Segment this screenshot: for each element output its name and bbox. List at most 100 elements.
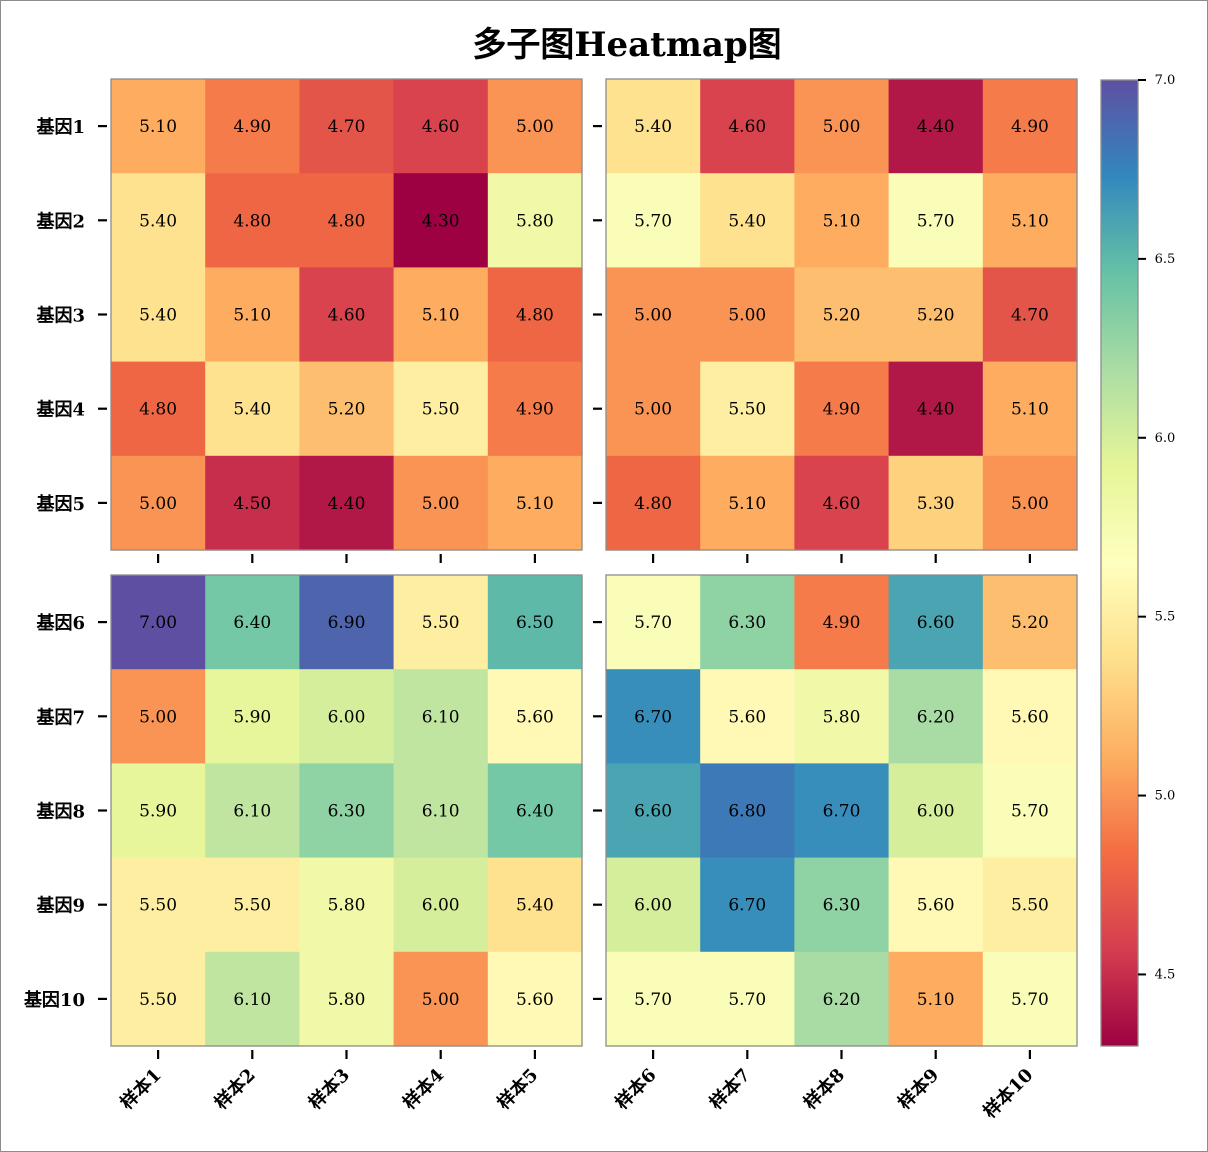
cell-value-label: 4.80 bbox=[328, 211, 366, 231]
cell-value-label: 5.30 bbox=[917, 494, 955, 514]
heatmap-cell bbox=[111, 951, 206, 1047]
cell-value-label: 6.10 bbox=[233, 802, 271, 822]
cell-value-label: 5.70 bbox=[1011, 990, 1049, 1010]
heatmap-cell bbox=[111, 669, 206, 764]
cell-value-label: 6.70 bbox=[634, 707, 672, 727]
cell-value-label: 5.20 bbox=[823, 306, 861, 326]
heatmap-cell bbox=[487, 575, 583, 670]
cell-value-label: 5.70 bbox=[634, 613, 672, 633]
x-tick-label: 样本1 bbox=[116, 1064, 166, 1114]
heatmap-cell bbox=[982, 79, 1078, 174]
cell-value-label: 4.80 bbox=[233, 211, 271, 231]
heatmap-cell bbox=[794, 575, 890, 670]
cell-value-label: 6.10 bbox=[422, 802, 460, 822]
heatmap-cell bbox=[794, 173, 890, 268]
heatmap-cell bbox=[393, 361, 489, 457]
heatmap-cell bbox=[205, 79, 300, 174]
cell-value-label: 5.40 bbox=[139, 211, 177, 231]
y-tick-label: 基因3 bbox=[35, 305, 85, 327]
heatmap-cell bbox=[205, 173, 300, 268]
x-tick-label: 样本4 bbox=[398, 1064, 448, 1114]
subplot-1-2: 5.40 4.60 5.00 4.40 4.90 5.70 5.40 5.10 5.70 5.10… bbox=[593, 78, 1078, 563]
cell-value-label: 4.90 bbox=[823, 613, 861, 633]
heatmap-cell bbox=[794, 669, 890, 764]
cell-value-label: 6.00 bbox=[328, 707, 366, 727]
heatmap-cell bbox=[794, 267, 890, 363]
cell-value-label: 5.00 bbox=[1011, 494, 1049, 514]
cell-value-label: 6.00 bbox=[917, 802, 955, 822]
cell-value-label: 5.00 bbox=[728, 306, 766, 326]
x-tick-label: 样本8 bbox=[799, 1064, 849, 1114]
cell-value-label: 5.10 bbox=[823, 211, 861, 231]
cell-value-label: 5.60 bbox=[516, 707, 554, 727]
cell-value-label: 5.40 bbox=[139, 306, 177, 326]
cell-value-label: 4.60 bbox=[422, 117, 460, 137]
x-tick-label: 样本2 bbox=[210, 1064, 260, 1114]
colorbar-gradient bbox=[1100, 79, 1139, 1047]
subplot-2-2: 5.70 6.30 4.90 6.60 5.20 6.70 5.60 5.80 6.20 5.60… bbox=[593, 574, 1078, 1123]
cell-value-label: 5.50 bbox=[1011, 896, 1049, 916]
heatmap-cell bbox=[111, 267, 206, 363]
heatmap-cell bbox=[606, 951, 701, 1047]
cell-value-label: 6.20 bbox=[823, 990, 861, 1010]
heatmap-cell bbox=[794, 455, 890, 551]
x-tick-label: 样本9 bbox=[893, 1064, 943, 1114]
heatmap-cell bbox=[888, 455, 984, 551]
cell-value-label: 4.60 bbox=[328, 306, 366, 326]
subplot-border bbox=[110, 78, 583, 551]
heatmap-cell bbox=[700, 455, 795, 551]
heatmap-cell bbox=[700, 575, 795, 670]
cell-value-label: 4.40 bbox=[328, 494, 366, 514]
heatmap-cell bbox=[487, 857, 583, 953]
heatmap-cell bbox=[299, 173, 395, 268]
colorbar-tick-label: 5.0 bbox=[1155, 789, 1176, 804]
heatmap-cell bbox=[487, 763, 583, 859]
subplot-border bbox=[605, 78, 1078, 551]
heatmap-cell bbox=[205, 575, 300, 670]
cell-value-label: 5.00 bbox=[139, 707, 177, 727]
heatmap-cell bbox=[111, 79, 206, 174]
heatmap-cell bbox=[794, 79, 890, 174]
cell-value-label: 5.50 bbox=[139, 990, 177, 1010]
cell-value-label: 5.10 bbox=[422, 306, 460, 326]
heatmap-cell bbox=[606, 669, 701, 764]
cell-value-label: 5.50 bbox=[139, 896, 177, 916]
heatmap-cell bbox=[794, 857, 890, 953]
heatmap-cell bbox=[982, 173, 1078, 268]
heatmap-cell bbox=[888, 763, 984, 859]
cell-value-label: 4.60 bbox=[823, 494, 861, 514]
heatmap-cell bbox=[700, 669, 795, 764]
subplot-border bbox=[110, 574, 583, 1047]
cell-value-label: 5.20 bbox=[917, 306, 955, 326]
y-tick-label: 基因9 bbox=[35, 895, 85, 917]
heatmap-cell bbox=[111, 361, 206, 457]
heatmap-cell bbox=[393, 951, 489, 1047]
cell-value-label: 6.70 bbox=[728, 896, 766, 916]
heatmap-cell bbox=[393, 763, 489, 859]
heatmap-cell bbox=[982, 455, 1078, 551]
colorbar-tick-label: 5.5 bbox=[1155, 610, 1176, 625]
heatmap-cell bbox=[794, 361, 890, 457]
heatmap-cell bbox=[606, 267, 701, 363]
cell-value-label: 5.00 bbox=[422, 494, 460, 514]
heatmap-cell bbox=[982, 575, 1078, 670]
cell-value-label: 4.90 bbox=[823, 400, 861, 420]
cell-value-label: 5.00 bbox=[823, 117, 861, 137]
heatmap-cell bbox=[487, 455, 583, 551]
heatmap-cell bbox=[700, 79, 795, 174]
cell-value-label: 5.00 bbox=[516, 117, 554, 137]
y-tick-label: 基因8 bbox=[35, 801, 85, 823]
heatmap-cell bbox=[393, 267, 489, 363]
heatmap-cell bbox=[487, 951, 583, 1047]
heatmap-cell bbox=[982, 951, 1078, 1047]
heatmap-cell bbox=[393, 79, 489, 174]
heatmap-cell bbox=[111, 857, 206, 953]
heatmap-cell bbox=[888, 669, 984, 764]
y-tick-label: 基因1 bbox=[35, 116, 85, 138]
heatmap-cell bbox=[299, 857, 395, 953]
cell-value-label: 5.40 bbox=[516, 896, 554, 916]
y-tick-label: 基因6 bbox=[35, 612, 85, 634]
cell-value-label: 4.70 bbox=[328, 117, 366, 137]
cell-value-label: 4.90 bbox=[516, 400, 554, 420]
heatmap-cell bbox=[299, 361, 395, 457]
